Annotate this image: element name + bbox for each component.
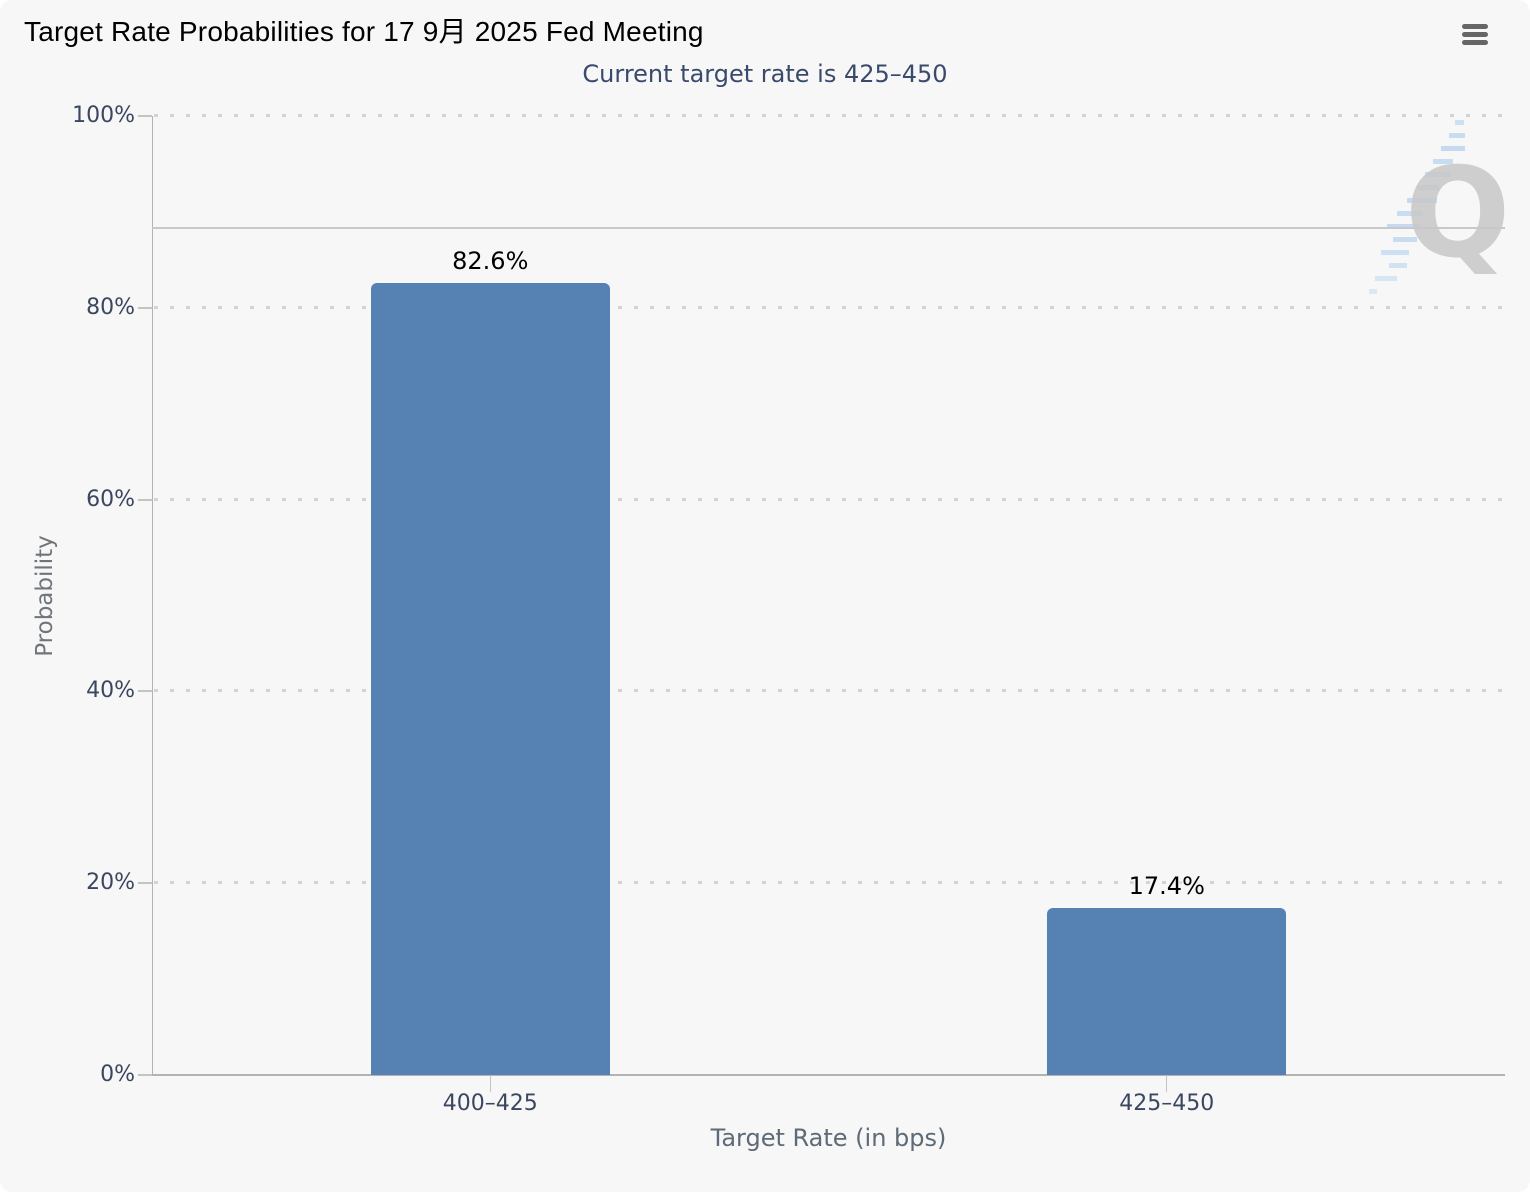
column-bar[interactable]: [1047, 908, 1287, 1075]
y-axis-tick: [138, 690, 152, 693]
gridline-horizontal: [154, 305, 1505, 309]
context-menu-button[interactable]: [1462, 20, 1492, 48]
y-axis-tick: [138, 115, 152, 117]
gridline-horizontal: [154, 497, 1505, 501]
x-tick-label: 425–450: [1119, 1091, 1215, 1116]
y-axis-line: [152, 116, 153, 1075]
hamburger-icon: [1462, 31, 1488, 37]
y-tick-label: 40%: [86, 678, 135, 704]
y-tick-label: 80%: [86, 294, 135, 320]
y-tick-label: 0%: [100, 1062, 135, 1087]
y-tick-label: 60%: [86, 486, 135, 512]
bar-value-label: 82.6%: [452, 246, 529, 275]
y-axis-tick: [138, 882, 152, 885]
hamburger-icon: [1462, 39, 1488, 45]
hamburger-icon: [1462, 23, 1488, 29]
chart-subtitle: Current target rate is 425–450: [582, 60, 948, 88]
y-tick-label: 100%: [72, 103, 135, 128]
y-tick-label: 20%: [86, 870, 135, 896]
x-axis-line: [152, 1074, 1505, 1076]
column-bar[interactable]: [370, 282, 610, 1075]
x-axis-tick: [1166, 1075, 1168, 1092]
y-axis-tick: [138, 1074, 152, 1076]
plot-area: 0% 20% 40% 60% 80% 100% 82.6% 400–425 17.4% 425–4…: [72, 105, 1505, 1116]
y-axis-tick: [138, 306, 152, 309]
y-axis-title: Probability: [32, 535, 58, 657]
bar-value-label: 17.4%: [1128, 872, 1205, 901]
chart-title: Target Rate Probabilities for 17 9月 2025…: [24, 16, 704, 47]
gridline-horizontal: [154, 114, 1505, 117]
gridline-horizontal: [154, 881, 1505, 885]
y-axis-tick: [138, 498, 152, 501]
reference-line: [152, 227, 1505, 230]
x-axis-tick: [489, 1075, 491, 1092]
x-axis-title: Target Rate (in bps): [710, 1124, 947, 1152]
gridline-horizontal: [154, 689, 1505, 693]
x-tick-label: 400–425: [442, 1091, 538, 1116]
